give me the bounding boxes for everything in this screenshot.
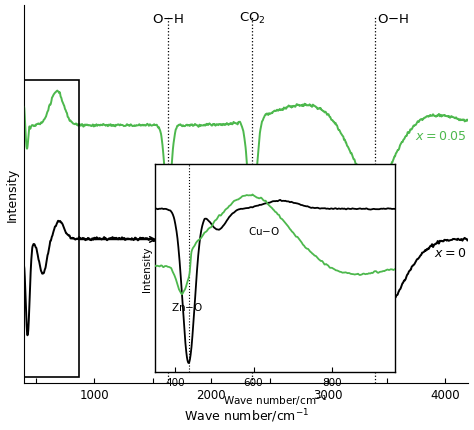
Text: $\mathrm{O{-}H}$: $\mathrm{O{-}H}$: [152, 13, 184, 26]
Text: $x=0.05$: $x=0.05$: [415, 129, 467, 143]
Text: $\mathrm{CO_2}$: $\mathrm{CO_2}$: [239, 11, 265, 26]
Text: $\mathrm{O{-}H}$: $\mathrm{O{-}H}$: [377, 13, 410, 26]
X-axis label: Wave number/cm$^{-1}$: Wave number/cm$^{-1}$: [183, 407, 309, 424]
Y-axis label: Intensity: Intensity: [6, 167, 18, 221]
Bar: [24, 81, 79, 377]
Text: $x=0$: $x=0$: [435, 246, 467, 259]
